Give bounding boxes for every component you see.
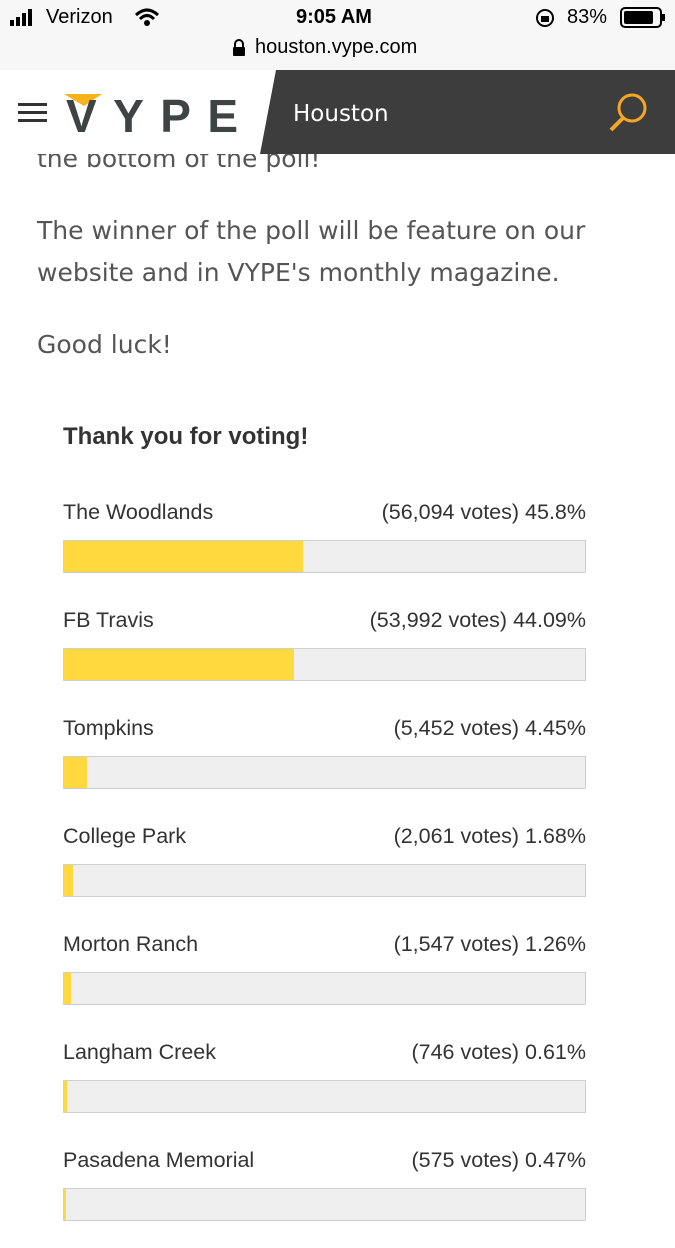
poll-option: College Park (2,061 votes) 1.68%	[63, 816, 586, 924]
option-name: Morton Ranch	[63, 932, 199, 956]
option-label-row: The Woodlands (56,094 votes) 45.8%	[63, 492, 586, 532]
option-label-row: Morton Ranch (1,547 votes) 1.26%	[63, 924, 586, 964]
option-label-row: Pasadena Memorial (575 votes) 0.47%	[63, 1140, 586, 1180]
poll-option: FB Travis (53,992 votes) 44.09%	[63, 600, 586, 708]
bar	[64, 541, 303, 572]
option-result: (575 votes) 0.47%	[411, 1140, 586, 1180]
menu-icon[interactable]	[18, 103, 47, 122]
vote-percent: 0.61%	[525, 1040, 586, 1064]
carrier: Verizon	[46, 6, 113, 28]
vote-count: (575 votes)	[411, 1148, 520, 1172]
bar	[64, 1081, 68, 1112]
bar	[64, 1189, 67, 1220]
status-bar: Verizon 9:05 AM 83% houston.vype.com	[0, 0, 675, 70]
vote-percent: 4.45%	[525, 716, 586, 740]
wifi-icon	[134, 8, 160, 26]
option-label-row: College Park (2,061 votes) 1.68%	[63, 816, 586, 856]
option-name: College Park	[63, 824, 187, 848]
vote-count: (1,547 votes)	[393, 932, 520, 956]
vote-percent: 1.68%	[525, 824, 586, 848]
option-name: Langham Creek	[63, 1040, 216, 1064]
poll-option: Tompkins (5,452 votes) 4.45%	[63, 708, 586, 816]
search-icon[interactable]	[609, 93, 647, 132]
bar	[64, 757, 88, 788]
option-name: The Woodlands	[63, 500, 214, 524]
option-label-row: Langham Creek (746 votes) 0.61%	[63, 1032, 586, 1072]
vote-percent: 45.8%	[525, 500, 586, 524]
bar	[64, 865, 73, 896]
bar-track	[63, 540, 586, 573]
bar-track	[63, 756, 586, 789]
bar-track	[63, 1188, 586, 1221]
article: the bottom of the poll! The winner of th…	[37, 138, 637, 396]
url[interactable]: houston.vype.com	[255, 36, 418, 58]
option-result: (1,547 votes) 1.26%	[394, 924, 586, 964]
bar-track	[63, 1080, 586, 1113]
option-result: (746 votes) 0.61%	[411, 1032, 586, 1072]
option-result: (5,452 votes) 4.45%	[394, 708, 586, 748]
poll-option: Langham Creek (746 votes) 0.61%	[63, 1032, 586, 1140]
vote-count: (746 votes)	[411, 1040, 520, 1064]
poll-option: The Woodlands (56,094 votes) 45.8%	[63, 492, 586, 600]
vote-count: (53,992 votes)	[369, 608, 508, 632]
poll-option: Pasadena Memorial (575 votes) 0.47%	[63, 1140, 586, 1248]
option-label-row: Tompkins (5,452 votes) 4.45%	[63, 708, 586, 748]
bar	[64, 973, 71, 1004]
logo-chevron	[64, 94, 102, 106]
option-result: (56,094 votes) 45.8%	[382, 492, 586, 532]
site-header: VYPE Houston	[0, 70, 675, 154]
vote-count: (5,452 votes)	[393, 716, 520, 740]
signal-icon	[10, 9, 32, 26]
poll: Thank you for voting! The Woodlands (56,0…	[63, 418, 586, 1248]
vote-percent: 44.09%	[513, 608, 586, 632]
screen: Verizon 9:05 AM 83% houston.vype.com VYP…	[0, 0, 675, 1221]
option-result: (53,992 votes) 44.09%	[370, 600, 586, 640]
vote-percent: 1.26%	[525, 932, 586, 956]
bar-track	[63, 648, 586, 681]
battery-icon	[620, 7, 665, 28]
poll-options: The Woodlands (56,094 votes) 45.8% FB Trav…	[63, 492, 586, 1248]
vote-count: (2,061 votes)	[393, 824, 520, 848]
poll-option: Morton Ranch (1,547 votes) 1.26%	[63, 924, 586, 1032]
option-name: Tompkins	[63, 716, 154, 740]
option-name: FB Travis	[63, 608, 154, 632]
lock-icon	[233, 39, 245, 56]
bar-track	[63, 972, 586, 1005]
paragraph: Good luck!	[37, 330, 172, 359]
vote-percent: 0.47%	[525, 1148, 586, 1172]
vote-count: (56,094 votes)	[381, 500, 520, 524]
bar-track	[63, 864, 586, 897]
option-label-row: FB Travis (53,992 votes) 44.09%	[63, 600, 586, 640]
poll-title: Thank you for voting!	[63, 423, 309, 450]
clock: 9:05 AM	[296, 6, 372, 28]
bar	[64, 649, 294, 680]
option-result: (2,061 votes) 1.68%	[394, 816, 586, 856]
paragraph: The winner of the poll will be feature o…	[37, 216, 586, 287]
battery-percent: 83%	[567, 6, 608, 28]
city-name: Houston	[293, 101, 389, 127]
option-name: Pasadena Memorial	[63, 1148, 255, 1172]
lock-rotation-icon	[536, 9, 554, 27]
